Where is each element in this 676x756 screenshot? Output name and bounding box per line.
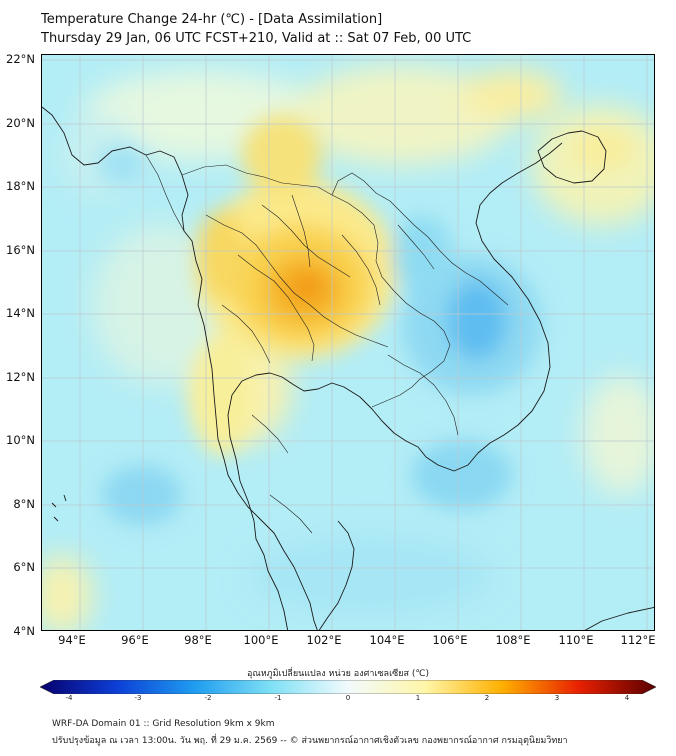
colorbar bbox=[40, 680, 656, 694]
colorbar-tick-neg1: -1 bbox=[274, 694, 282, 702]
lat-label-10n: 10°N bbox=[6, 433, 35, 447]
lat-label-18n: 18°N bbox=[6, 179, 35, 193]
footer-model-info: WRF-DA Domain 01 :: Grid Resolution 9km … bbox=[52, 719, 275, 729]
colorbar-tick-2: 2 bbox=[484, 694, 490, 702]
lat-label-4n: 4°N bbox=[13, 624, 35, 638]
lon-label-102e: 102°E bbox=[306, 633, 342, 647]
colorbar-bar bbox=[40, 680, 656, 694]
temperature-field bbox=[42, 55, 654, 630]
footer-credit: ปรับปรุงข้อมูล ณ เวลา 13:00น. วัน พฤ. ที… bbox=[52, 736, 568, 746]
lat-label-14n: 14°N bbox=[6, 306, 35, 320]
colorbar-title: อุณหภูมิเปลี่ยนแปลง หน่วย องศาเซลเซียส (… bbox=[246, 669, 430, 679]
coastlines bbox=[42, 106, 654, 630]
lon-label-112e: 112°E bbox=[620, 633, 656, 647]
lat-label-12n: 12°N bbox=[6, 370, 35, 384]
temperature-change-map bbox=[41, 54, 655, 631]
lon-label-98e: 98°E bbox=[184, 633, 212, 647]
lat-label-20n: 20°N bbox=[6, 116, 35, 130]
lon-label-100e: 100°E bbox=[243, 633, 279, 647]
lon-label-110e: 110°E bbox=[558, 633, 594, 647]
colorbar-tick-4: 4 bbox=[624, 694, 630, 702]
lat-label-22n: 22°N bbox=[6, 52, 35, 66]
graticule bbox=[42, 55, 654, 630]
colorbar-tick-1: 1 bbox=[415, 694, 421, 702]
lon-label-94e: 94°E bbox=[58, 633, 86, 647]
map-title: Temperature Change 24-hr (℃) - [Data Ass… bbox=[41, 12, 383, 27]
lon-label-104e: 104°E bbox=[369, 633, 405, 647]
borders bbox=[145, 154, 509, 534]
map-canvas bbox=[42, 55, 654, 630]
lon-label-96e: 96°E bbox=[121, 633, 149, 647]
colorbar-tick-0: 0 bbox=[345, 694, 351, 702]
colorbar-tick-neg4: -4 bbox=[65, 694, 73, 702]
colorbar-tick-neg3: -3 bbox=[134, 694, 142, 702]
map-subtitle: Thursday 29 Jan, 06 UTC FCST+210, Valid … bbox=[41, 31, 472, 46]
lat-label-8n: 8°N bbox=[13, 497, 35, 511]
lat-label-16n: 16°N bbox=[6, 243, 35, 257]
colorbar-tick-3: 3 bbox=[554, 694, 560, 702]
lat-label-6n: 6°N bbox=[13, 560, 35, 574]
lon-label-106e: 106°E bbox=[432, 633, 468, 647]
colorbar-tick-neg2: -2 bbox=[204, 694, 212, 702]
lon-label-108e: 108°E bbox=[495, 633, 531, 647]
